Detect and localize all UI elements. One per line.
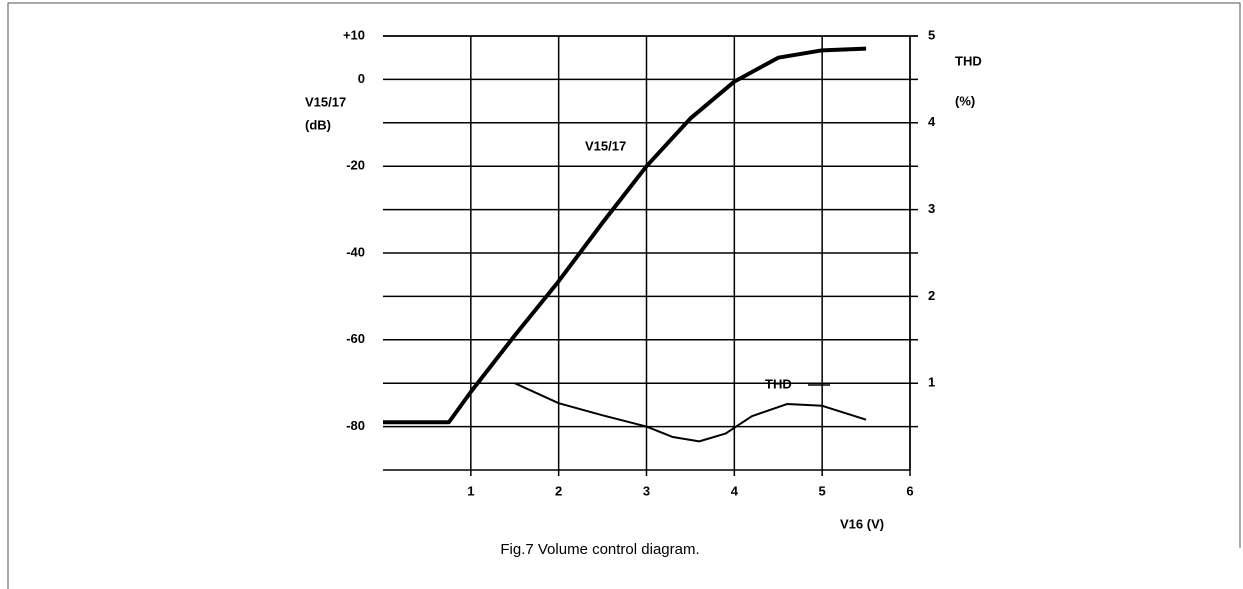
y-tick-label: -20 [346, 158, 365, 173]
y-tick-label: -40 [346, 244, 365, 259]
y2-tick-label: 1 [928, 375, 935, 390]
series-line [514, 382, 867, 443]
x-tick-label: 6 [906, 483, 913, 498]
series-label: V15/17 [585, 138, 626, 153]
y2-axis-label: THD [955, 53, 982, 68]
x-tick-label: 3 [643, 483, 650, 498]
y-axis-unit: (dB) [305, 117, 331, 132]
caption: Fig.7 Volume control diagram. [500, 541, 699, 558]
x-tick-label: 1 [467, 483, 474, 498]
y2-tick-label: 3 [928, 201, 935, 216]
y2-tick-label: 2 [928, 288, 935, 303]
page-frame [7, 2, 1241, 589]
y2-tick-label: 4 [928, 114, 936, 129]
y-tick-label: -60 [346, 331, 365, 346]
y-axis-label: V15/17 [305, 94, 346, 109]
x-tick-label: 4 [731, 483, 739, 498]
y-tick-label: +10 [343, 27, 365, 42]
y2-axis-unit: (%) [955, 93, 975, 108]
y-tick-label: -80 [346, 418, 365, 433]
y-tick-label: 0 [358, 71, 365, 86]
x-tick-label: 2 [555, 483, 562, 498]
y2-tick-label: 5 [928, 27, 935, 42]
x-axis-label: V16 (V) [840, 516, 884, 531]
series-line [383, 46, 867, 425]
x-tick-label: 5 [819, 483, 826, 498]
series-label: THD [765, 376, 792, 391]
